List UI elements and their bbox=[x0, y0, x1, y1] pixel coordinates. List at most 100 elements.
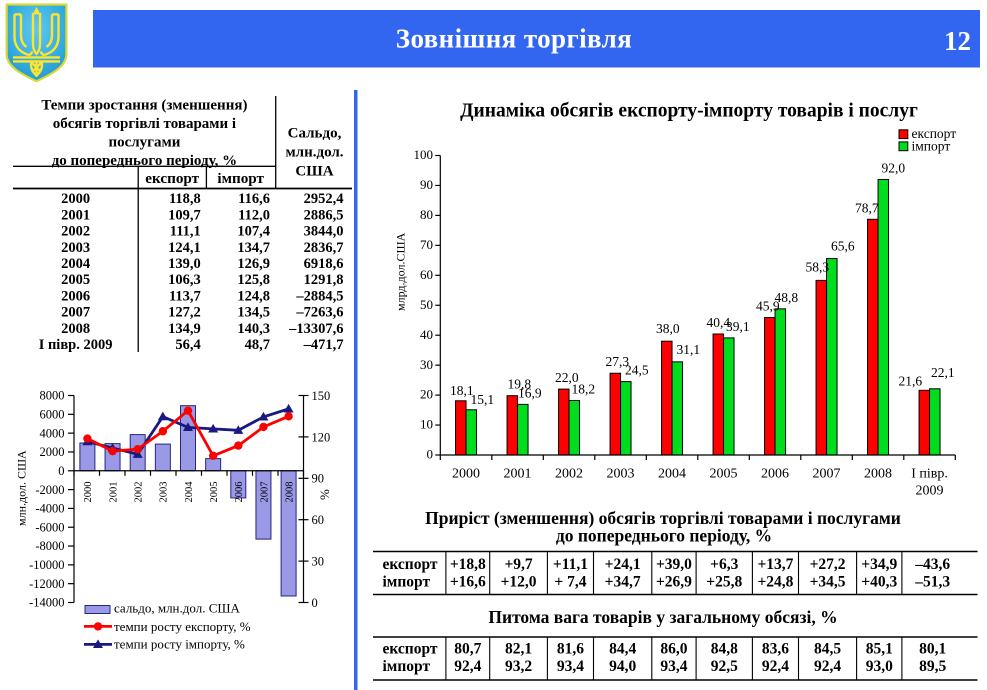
svg-text:2000: 2000 bbox=[40, 445, 65, 459]
svg-text:експорт: експорт bbox=[383, 556, 438, 573]
svg-text:2008: 2008 bbox=[864, 467, 892, 482]
svg-text:78,7: 78,7 bbox=[855, 200, 879, 215]
svg-text:послугами: послугами bbox=[108, 135, 180, 151]
svg-text:2004: 2004 bbox=[61, 256, 90, 272]
svg-text:+6,3: +6,3 bbox=[710, 556, 738, 573]
svg-text:експорт: експорт bbox=[383, 641, 438, 658]
svg-text:106,3: 106,3 bbox=[168, 272, 201, 288]
svg-text:83,6: 83,6 bbox=[762, 641, 789, 658]
svg-text:Сальдо,: Сальдо, bbox=[288, 126, 342, 142]
svg-text:0: 0 bbox=[427, 447, 434, 462]
svg-text:45,9: 45,9 bbox=[756, 299, 780, 314]
svg-text:8000: 8000 bbox=[40, 389, 65, 403]
svg-text:27,3: 27,3 bbox=[605, 354, 629, 369]
svg-text:60: 60 bbox=[420, 267, 433, 282]
svg-text:2005: 2005 bbox=[209, 482, 220, 503]
svg-text:–471,7: –471,7 bbox=[303, 337, 344, 353]
svg-text:134,5: 134,5 bbox=[237, 305, 270, 321]
svg-text:80: 80 bbox=[420, 207, 433, 222]
svg-text:+34,7: +34,7 bbox=[605, 573, 641, 590]
svg-text:30: 30 bbox=[312, 555, 325, 569]
svg-text:2005: 2005 bbox=[61, 272, 90, 288]
svg-text:експорт: експорт bbox=[912, 126, 957, 141]
svg-text:92,4: 92,4 bbox=[814, 658, 841, 675]
svg-text:–13307,6: –13307,6 bbox=[288, 321, 343, 337]
svg-text:3844,0: 3844,0 bbox=[304, 224, 344, 240]
svg-text:0: 0 bbox=[58, 464, 64, 478]
svg-text:4000: 4000 bbox=[40, 426, 65, 440]
svg-text:2000: 2000 bbox=[83, 482, 94, 503]
svg-text:2007: 2007 bbox=[259, 482, 270, 503]
svg-text:126,9: 126,9 bbox=[237, 256, 270, 272]
svg-text:0: 0 bbox=[312, 596, 318, 610]
svg-text:–7263,6: –7263,6 bbox=[295, 305, 343, 321]
svg-text:18,1: 18,1 bbox=[450, 383, 474, 398]
svg-text:16,9: 16,9 bbox=[518, 385, 542, 400]
svg-text:93,4: 93,4 bbox=[557, 658, 584, 675]
svg-text:-10000: -10000 bbox=[29, 558, 64, 572]
svg-text:+26,9: +26,9 bbox=[656, 573, 692, 590]
svg-text:до попереднього періоду, %: до попереднього періоду, % bbox=[556, 526, 772, 546]
svg-text:90: 90 bbox=[420, 177, 433, 192]
svg-text:89,5: 89,5 bbox=[919, 658, 946, 675]
svg-text:імпорт: імпорт bbox=[383, 573, 431, 590]
svg-text:експорт: експорт bbox=[145, 170, 199, 187]
svg-text:86,0: 86,0 bbox=[660, 641, 687, 658]
svg-text:-14000: -14000 bbox=[29, 596, 64, 610]
svg-text:150: 150 bbox=[312, 389, 331, 403]
svg-text:2004: 2004 bbox=[184, 481, 195, 503]
svg-text:+40,3: +40,3 bbox=[861, 573, 897, 590]
svg-text:2003: 2003 bbox=[61, 240, 90, 256]
svg-text:+39,0: +39,0 bbox=[656, 556, 692, 573]
svg-text:І півр.: І півр. bbox=[911, 467, 948, 482]
svg-text:139,0: 139,0 bbox=[168, 256, 201, 272]
svg-text:94,0: 94,0 bbox=[609, 658, 636, 675]
svg-text:2005: 2005 bbox=[710, 467, 738, 482]
svg-text:2006: 2006 bbox=[761, 467, 789, 482]
svg-text:+9,7: +9,7 bbox=[504, 556, 532, 573]
svg-text:Зовнішня торгівля: Зовнішня торгівля bbox=[396, 24, 632, 54]
svg-text:85,1: 85,1 bbox=[866, 641, 893, 658]
svg-text:111,1: 111,1 bbox=[170, 224, 201, 240]
svg-text:-8000: -8000 bbox=[35, 539, 64, 553]
svg-text:Приріст (зменшення) обсягів то: Приріст (зменшення) обсягів торгівлі тов… bbox=[425, 508, 901, 528]
svg-text:І півр. 2009: І півр. 2009 bbox=[39, 337, 113, 353]
svg-text:22,0: 22,0 bbox=[555, 370, 579, 385]
svg-text:93,4: 93,4 bbox=[660, 658, 687, 675]
svg-text:2006: 2006 bbox=[61, 288, 90, 304]
svg-text:6000: 6000 bbox=[40, 408, 65, 422]
svg-text:імпорт: імпорт bbox=[383, 658, 431, 675]
svg-text:84,4: 84,4 bbox=[609, 641, 636, 658]
svg-text:70: 70 bbox=[420, 237, 433, 252]
svg-text:120: 120 bbox=[312, 430, 331, 444]
svg-text:+24,8: +24,8 bbox=[757, 573, 793, 590]
svg-text:2000: 2000 bbox=[61, 191, 90, 207]
svg-text:20: 20 bbox=[420, 387, 433, 402]
svg-text:Питома вага товарів у загально: Питома вага товарів у загальному обсязі,… bbox=[488, 607, 837, 627]
svg-text:107,4: 107,4 bbox=[237, 224, 270, 240]
svg-text:–2884,5: –2884,5 bbox=[295, 288, 343, 304]
svg-text:112,0: 112,0 bbox=[238, 207, 270, 223]
svg-text:+34,9: +34,9 bbox=[861, 556, 897, 573]
svg-text:+11,1: +11,1 bbox=[553, 556, 588, 573]
svg-text:134,9: 134,9 bbox=[168, 321, 201, 337]
svg-text:92,4: 92,4 bbox=[454, 658, 481, 675]
svg-text:2007: 2007 bbox=[61, 305, 90, 321]
svg-text:млрд.дол.США: млрд.дол.США bbox=[394, 232, 408, 311]
svg-text:+16,6: +16,6 bbox=[450, 573, 486, 590]
svg-text:18,2: 18,2 bbox=[571, 381, 595, 396]
svg-text:12: 12 bbox=[944, 26, 971, 56]
svg-text:92,5: 92,5 bbox=[711, 658, 738, 675]
svg-text:2001: 2001 bbox=[61, 207, 90, 223]
svg-text:Темпи зростання (зменшення): Темпи зростання (зменшення) bbox=[41, 97, 247, 113]
svg-text:2008: 2008 bbox=[284, 482, 295, 503]
svg-text:50: 50 bbox=[420, 297, 433, 312]
svg-text:93,0: 93,0 bbox=[866, 658, 893, 675]
svg-text:-6000: -6000 bbox=[35, 520, 64, 534]
svg-text:125,8: 125,8 bbox=[237, 272, 270, 288]
svg-text:109,7: 109,7 bbox=[168, 207, 201, 223]
svg-text:+12,0: +12,0 bbox=[501, 573, 537, 590]
svg-text:2009: 2009 bbox=[916, 484, 944, 499]
svg-text:116,6: 116,6 bbox=[238, 191, 270, 207]
svg-text:92,0: 92,0 bbox=[881, 160, 905, 175]
